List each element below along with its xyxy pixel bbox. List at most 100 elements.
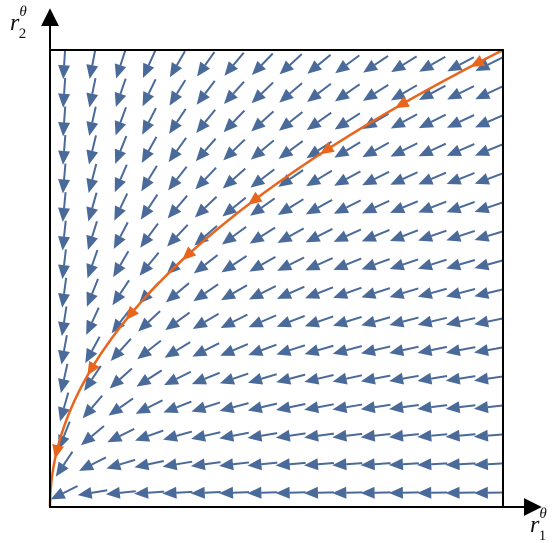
field-arrow-shaft <box>402 200 419 209</box>
field-arrow-shaft <box>317 374 334 380</box>
field-arrow-shaft <box>487 317 504 323</box>
field-arrow-shaft <box>91 249 99 266</box>
field-arrow-shaft <box>374 345 391 352</box>
field-arrow-shaft <box>63 77 67 94</box>
field-arrow-head <box>473 429 489 442</box>
field-arrow-head <box>360 429 376 442</box>
y-label-base: r <box>10 10 20 36</box>
field-arrow-head <box>251 60 266 76</box>
field-arrow-head <box>58 406 70 422</box>
field-arrow-head <box>388 458 404 471</box>
field-arrow-shaft <box>147 222 159 238</box>
field-arrow-head <box>55 461 69 477</box>
field-arrow-shaft <box>119 279 130 295</box>
field-arrow-head <box>417 287 433 299</box>
field-arrow-shaft <box>176 166 188 180</box>
field-arrow-head <box>305 230 321 243</box>
field-arrow-shaft <box>91 163 98 180</box>
field-arrow-head <box>418 116 435 129</box>
field-arrow-head <box>167 203 182 219</box>
field-arrow-shaft <box>289 53 303 66</box>
field-arrow-head <box>163 373 180 386</box>
field-arrow-head <box>417 429 432 442</box>
field-arrow-shaft <box>289 461 306 466</box>
field-arrow-head <box>446 258 462 271</box>
field-arrow-shaft <box>430 171 447 180</box>
field-arrow-head <box>247 486 262 499</box>
field-arrow-head <box>446 173 462 185</box>
field-arrow-head <box>388 486 404 499</box>
field-arrow-shaft <box>289 344 306 352</box>
field-arrow-head <box>110 346 125 362</box>
field-arrow-head <box>304 315 320 328</box>
field-arrow-head <box>474 315 490 328</box>
field-arrow-shaft <box>487 172 504 180</box>
field-arrow-head <box>248 287 265 300</box>
field-arrow-head <box>112 290 126 306</box>
field-arrow-shaft <box>176 50 186 66</box>
field-arrow-head <box>58 150 71 165</box>
field-arrow-shaft <box>91 135 97 152</box>
field-arrow-shaft <box>63 192 67 209</box>
field-arrow-head <box>249 231 265 244</box>
field-arrow-shaft <box>232 313 248 323</box>
field-arrow-shaft <box>204 491 221 494</box>
field-arrow-head <box>162 486 177 499</box>
field-arrow-shaft <box>459 56 475 66</box>
field-arrow-head <box>306 173 322 187</box>
field-arrow-shaft <box>176 370 192 380</box>
field-arrow-head <box>109 374 125 389</box>
field-arrow-head <box>251 117 266 132</box>
field-arrow-head <box>219 486 234 499</box>
field-arrow-shaft <box>459 85 475 95</box>
field-arrow-head <box>445 372 461 385</box>
field-arrow-head <box>417 458 432 471</box>
field-arrow-shaft <box>345 141 361 152</box>
field-arrow-shaft <box>459 143 475 152</box>
field-arrow-shaft <box>232 284 248 295</box>
field-arrow-head <box>361 258 377 271</box>
field-arrow-head <box>390 173 406 185</box>
vector-field <box>50 49 504 500</box>
field-arrow-head <box>278 145 294 159</box>
field-arrow-shaft <box>431 375 448 380</box>
field-arrow-shaft <box>459 404 476 409</box>
field-arrow-head <box>304 344 320 356</box>
field-arrow-head <box>58 64 71 80</box>
field-arrow-shaft <box>346 462 363 466</box>
x-axis-label: rθ 1 <box>530 506 547 543</box>
field-arrow-head <box>474 173 490 185</box>
field-arrow-head <box>58 321 70 337</box>
field-arrow-head <box>86 177 99 194</box>
field-arrow-shaft <box>346 374 363 380</box>
field-arrow-shaft <box>147 460 164 466</box>
field-arrow-shaft <box>62 392 70 409</box>
field-arrow-head <box>137 345 153 360</box>
field-arrow-shaft <box>487 346 504 352</box>
y-label-sub: 2 <box>19 26 27 42</box>
field-arrow-shaft <box>345 228 362 237</box>
field-arrow-head <box>474 258 490 271</box>
field-arrow-head <box>142 119 154 135</box>
field-arrow-head <box>304 458 319 471</box>
field-arrow-shaft <box>374 316 391 323</box>
field-arrow-head <box>114 120 127 136</box>
field-arrow-head <box>221 288 237 301</box>
field-arrow-head <box>168 175 182 191</box>
field-arrow-head <box>473 486 488 499</box>
field-arrow-shaft <box>317 54 332 66</box>
field-arrow-shaft <box>487 462 504 466</box>
field-arrow-shaft <box>459 375 476 380</box>
field-arrow-head <box>221 231 237 245</box>
trajectory-curve <box>48 48 504 508</box>
field-arrow-head <box>389 315 405 328</box>
field-arrow-shaft <box>402 287 419 295</box>
field-arrow-head <box>474 287 490 299</box>
field-arrow-shaft <box>346 432 363 437</box>
x-label-sub: 1 <box>539 528 547 543</box>
field-arrow-head <box>306 145 322 159</box>
field-arrow-head <box>445 401 461 414</box>
field-arrow-head <box>196 90 210 105</box>
field-arrow-shaft <box>346 403 363 409</box>
field-arrow-shaft <box>119 458 136 466</box>
